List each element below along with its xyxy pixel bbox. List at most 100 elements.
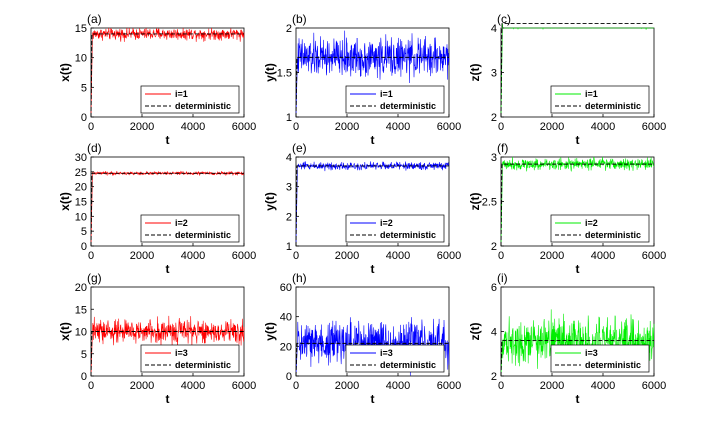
legend-entry: i=3 [380,348,393,358]
y-tick-label: 2 [491,371,497,383]
x-tick-label: 0 [88,121,94,133]
x-tick-label: 6000 [437,250,461,262]
legend-entry: deterministic [380,101,436,111]
deterministic-line [295,342,449,377]
series-line-i=1 [295,30,450,118]
legend-entry: i=2 [585,218,598,228]
y-tick-label: 40 [280,312,292,324]
x-tick-label: 0 [88,380,94,392]
y-tick-label: 0 [286,371,292,383]
legend-entry: deterministic [585,101,641,111]
y-tick-label: 3 [491,68,497,80]
x-axis-label: t [166,133,170,147]
legend-box [140,85,240,114]
deterministic-line [500,23,654,118]
panel-label: (c) [497,12,511,26]
y-tick-label: 10 [75,53,87,65]
x-axis-label: t [166,262,170,276]
x-tick-label: 6000 [232,121,256,133]
x-tick-label: 0 [293,121,299,133]
legend-entry: i=1 [380,89,393,99]
x-tick-label: 6000 [642,380,666,392]
legend-entry: i=3 [175,348,188,358]
y-tick-label: 0 [81,371,87,383]
x-tick-label: 4000 [181,121,205,133]
y-tick-label: 2 [491,241,497,253]
x-tick-label: 6000 [232,250,256,262]
panel-label: (a) [87,12,102,26]
series-line-i=3 [90,315,245,377]
x-tick-label: 4000 [591,380,615,392]
x-axis-label: t [371,262,375,276]
panel-label: (f) [497,141,508,155]
panel-label: (g) [87,271,102,285]
y-tick-label: 2 [286,23,292,35]
y-tick-label: 4 [491,327,497,339]
x-tick-label: 0 [498,121,504,133]
y-tick-label: 5 [81,226,87,238]
legend-box [140,344,240,373]
y-tick-label: 3 [491,152,497,164]
x-tick-label: 2000 [335,380,359,392]
legend-entry: deterministic [175,230,231,240]
x-axis-label: t [371,392,375,406]
y-tick-label: 5 [81,82,87,94]
panel-label: (e) [292,141,307,155]
x-tick-label: 0 [498,250,504,262]
panel-label: (h) [292,271,307,285]
y-tick-label: 20 [75,182,87,194]
x-tick-label: 2000 [130,250,154,262]
deterministic-line [295,56,449,118]
x-tick-label: 6000 [232,380,256,392]
y-tick-label: 4 [491,23,497,35]
y-tick-label: 20 [75,282,87,294]
x-tick-label: 4000 [386,380,410,392]
y-axis-label: z(t) [468,323,482,341]
legend-box [140,214,240,243]
y-tick-label: 3 [286,182,292,194]
y-tick-label: 4 [286,152,292,164]
x-tick-label: 4000 [591,250,615,262]
x-axis-label: t [576,392,580,406]
y-tick-label: 2 [491,112,497,124]
panel-label: (d) [87,141,102,155]
x-axis-label: t [371,133,375,147]
x-tick-label: 4000 [591,121,615,133]
y-tick-label: 60 [280,282,292,294]
y-axis-label: y(t) [263,322,277,341]
y-tick-label: 0 [81,112,87,124]
y-tick-label: 6 [491,282,497,294]
x-tick-label: 0 [293,380,299,392]
x-tick-label: 4000 [181,380,205,392]
legend-entry: deterministic [380,360,436,370]
x-axis-label: t [166,392,170,406]
panel-label: (b) [292,12,307,26]
x-tick-label: 4000 [386,121,410,133]
x-tick-label: 2000 [540,380,564,392]
panel-label: (i) [497,271,508,285]
legend-box [550,214,650,243]
y-axis-label: x(t) [58,63,72,82]
legend-entry: deterministic [585,360,641,370]
y-tick-label: 5 [81,349,87,361]
y-tick-label: 15 [75,197,87,209]
x-tick-label: 2000 [130,121,154,133]
y-tick-label: 20 [280,341,292,353]
legend-box [345,85,445,114]
y-tick-label: 10 [75,327,87,339]
legend-entry: deterministic [175,360,231,370]
x-tick-label: 2000 [335,250,359,262]
legend-entry: i=1 [585,89,598,99]
legend-entry: deterministic [175,101,231,111]
y-axis-label: z(t) [468,193,482,211]
legend-box [345,214,445,243]
x-tick-label: 2000 [335,121,359,133]
y-axis-label: x(t) [58,322,72,341]
y-tick-label: 2.5 [482,197,497,209]
x-tick-label: 6000 [437,121,461,133]
legend-box [550,344,650,373]
y-tick-label: 2 [286,211,292,223]
deterministic-line [295,165,449,247]
y-axis-label: x(t) [58,192,72,211]
